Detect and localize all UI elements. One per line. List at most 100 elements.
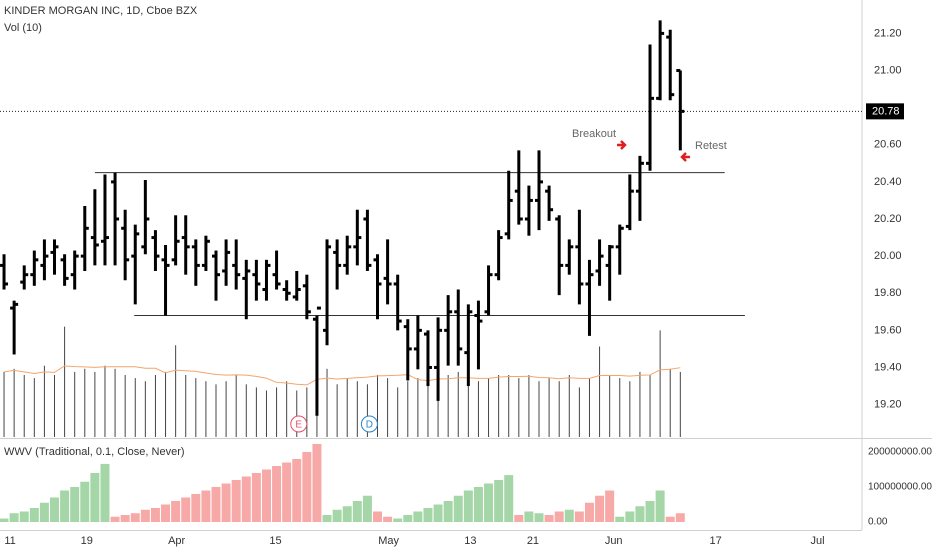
bar bbox=[292, 459, 302, 522]
bar bbox=[514, 514, 524, 522]
bar bbox=[362, 495, 372, 522]
bar bbox=[605, 490, 615, 522]
bar bbox=[373, 511, 383, 522]
bar bbox=[554, 511, 564, 522]
bar bbox=[584, 502, 594, 522]
event-label: E bbox=[295, 420, 302, 431]
bar bbox=[665, 516, 675, 522]
y-tick-label: 20.60 bbox=[874, 139, 902, 151]
bar bbox=[463, 490, 473, 522]
y-tick-label: 20.40 bbox=[874, 176, 902, 188]
bar bbox=[675, 513, 685, 522]
bar bbox=[423, 507, 433, 522]
y-tick-label: 19.80 bbox=[874, 287, 902, 299]
event-label: D bbox=[366, 420, 373, 431]
bar bbox=[251, 472, 261, 522]
bar bbox=[201, 490, 211, 522]
x-tick-label: Apr bbox=[168, 535, 185, 547]
y-tick-label: 0.00 bbox=[868, 517, 888, 528]
x-tick-label: Jul bbox=[811, 535, 825, 547]
y-tick-label: 19.20 bbox=[874, 398, 902, 410]
bar bbox=[120, 514, 130, 522]
bar bbox=[110, 516, 120, 522]
y-tick-label: 21.00 bbox=[874, 64, 902, 76]
bar bbox=[161, 504, 171, 522]
bar bbox=[645, 500, 655, 522]
bar bbox=[473, 486, 483, 522]
bar bbox=[80, 481, 90, 522]
y-tick-label: 20.00 bbox=[874, 250, 902, 262]
event-marker bbox=[290, 415, 308, 433]
bar bbox=[484, 483, 494, 522]
y-tick-label: 20.20 bbox=[874, 213, 902, 225]
bar bbox=[90, 472, 100, 522]
bar bbox=[302, 452, 312, 522]
bar bbox=[9, 513, 19, 522]
volume-label: Vol (10) bbox=[4, 22, 42, 34]
event-marker bbox=[360, 415, 378, 433]
bar bbox=[70, 486, 80, 522]
y-tick-label: 19.40 bbox=[874, 361, 902, 373]
x-tick-label: 19 bbox=[81, 535, 93, 547]
bar bbox=[100, 463, 110, 522]
y-tick-label: 19.60 bbox=[874, 324, 902, 336]
bar bbox=[433, 504, 443, 522]
arrow bbox=[680, 152, 690, 162]
bar bbox=[29, 507, 39, 522]
bar bbox=[39, 502, 49, 522]
bar bbox=[261, 469, 271, 522]
bar bbox=[534, 513, 544, 522]
bar bbox=[211, 486, 221, 522]
bar bbox=[171, 500, 181, 522]
bar bbox=[494, 479, 504, 522]
bar bbox=[413, 511, 423, 522]
y-tick-label: 21.20 bbox=[874, 27, 902, 39]
bar bbox=[615, 516, 625, 522]
x-tick-label: 21 bbox=[527, 535, 539, 547]
bar bbox=[403, 514, 413, 522]
bar bbox=[241, 476, 251, 522]
bar bbox=[322, 514, 332, 522]
bar bbox=[50, 497, 60, 522]
bar bbox=[181, 497, 191, 522]
bar bbox=[332, 509, 342, 522]
bar bbox=[453, 495, 463, 522]
volume-ma bbox=[3, 365, 681, 386]
bar bbox=[504, 475, 514, 522]
bar bbox=[130, 513, 140, 522]
last-price-box bbox=[866, 103, 904, 120]
bar bbox=[352, 500, 362, 522]
chart-title: KINDER MORGAN INC, 1D, Cboe BZX bbox=[4, 5, 198, 17]
x-tick-label: 17 bbox=[710, 535, 722, 547]
bar bbox=[544, 514, 554, 522]
bar bbox=[0, 518, 9, 522]
bar bbox=[383, 516, 393, 522]
last-price-label: 20.78 bbox=[872, 105, 900, 117]
x-tick-label: 15 bbox=[269, 535, 281, 547]
bar bbox=[635, 506, 645, 522]
bar bbox=[443, 500, 453, 522]
y-tick-label: 100000000.00 bbox=[868, 482, 932, 493]
arrow bbox=[617, 140, 627, 150]
y-tick-label: 200000000.00 bbox=[868, 447, 932, 458]
x-tick-label: Jun bbox=[605, 535, 623, 547]
bar bbox=[60, 490, 70, 522]
x-tick-label: May bbox=[378, 535, 399, 547]
wwv-title: WWV (Traditional, 0.1, Close, Never) bbox=[4, 446, 185, 458]
annotation: Retest bbox=[695, 140, 727, 152]
bar bbox=[393, 518, 403, 522]
x-tick-label: 11 bbox=[4, 535, 15, 547]
annotation: Breakout bbox=[572, 128, 616, 140]
bar bbox=[655, 490, 665, 522]
bar bbox=[272, 465, 282, 522]
bar bbox=[342, 506, 352, 522]
bar bbox=[191, 493, 201, 522]
bar bbox=[231, 479, 241, 522]
bar bbox=[524, 511, 534, 522]
bar bbox=[574, 511, 584, 522]
bar bbox=[312, 443, 322, 522]
x-tick-label: 13 bbox=[464, 535, 476, 547]
bar bbox=[595, 495, 605, 522]
